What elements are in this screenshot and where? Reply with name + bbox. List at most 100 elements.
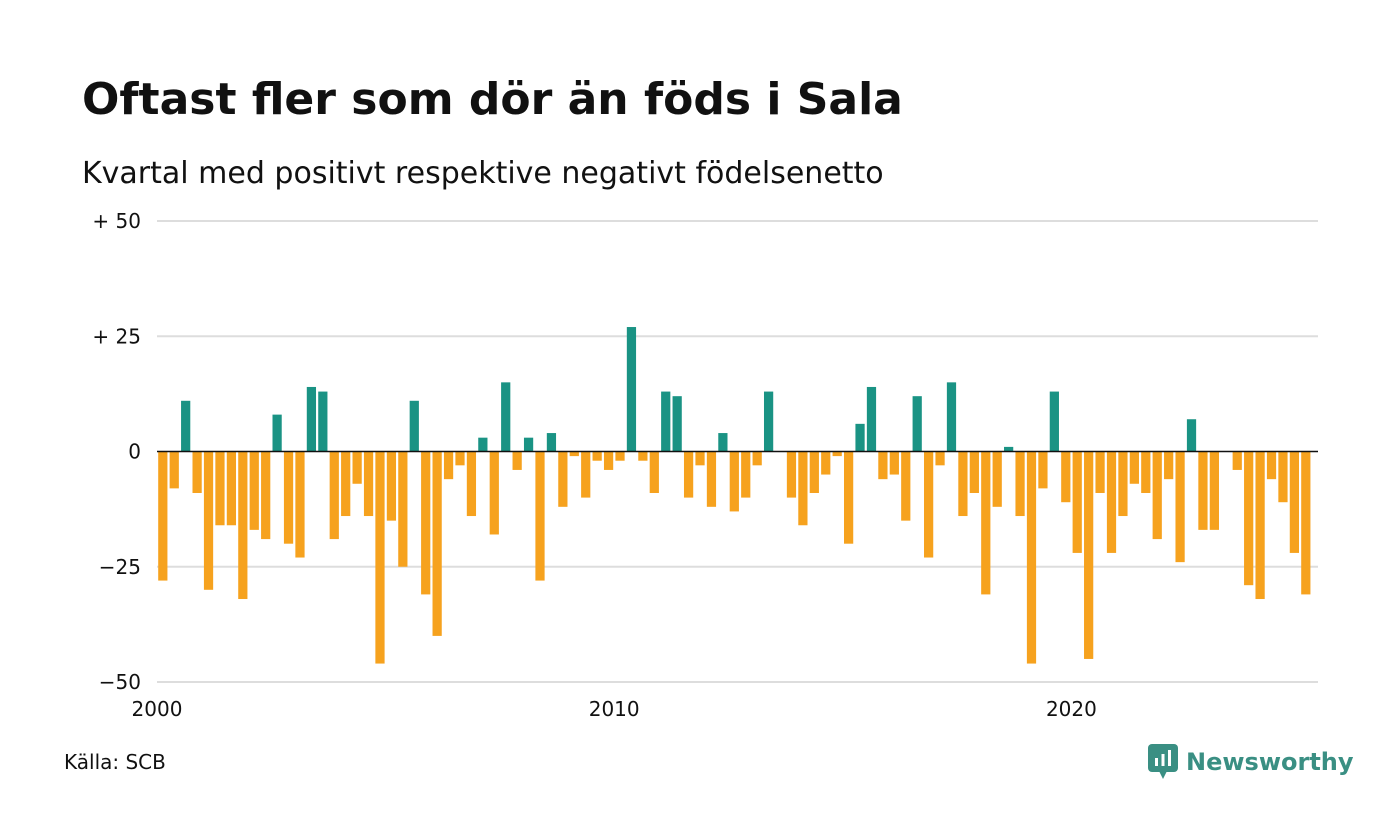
bar <box>318 391 328 452</box>
bar <box>512 451 522 470</box>
newsworthy-logo: Newsworthy <box>1148 742 1354 782</box>
bar <box>729 451 739 512</box>
bar <box>1175 451 1185 563</box>
bar <box>1004 446 1014 452</box>
bar <box>1084 451 1094 659</box>
bar <box>718 433 728 452</box>
bar <box>375 451 385 664</box>
bar <box>569 451 579 457</box>
gridlines <box>157 220 1318 683</box>
x-tick-label: 2000 <box>132 697 183 721</box>
bar <box>443 451 454 480</box>
bar <box>341 451 351 517</box>
bar <box>306 386 317 452</box>
bar <box>752 451 762 466</box>
bar <box>1152 451 1162 540</box>
bar <box>558 451 568 507</box>
bar <box>1026 451 1037 664</box>
bar <box>1015 451 1025 517</box>
bar <box>215 451 225 526</box>
bar <box>695 451 705 466</box>
bar <box>638 451 648 461</box>
bar <box>1278 451 1288 503</box>
bar <box>901 451 911 521</box>
bar <box>181 400 191 452</box>
bar <box>649 451 659 493</box>
bar <box>1198 451 1208 530</box>
bar <box>203 451 214 590</box>
bar <box>844 451 854 544</box>
bar <box>466 451 477 517</box>
bar <box>238 451 248 600</box>
brand-name: Newsworthy <box>1186 748 1354 776</box>
bar <box>924 451 934 558</box>
bar <box>592 451 602 461</box>
bar <box>821 451 831 475</box>
bar <box>295 451 305 558</box>
bar <box>615 451 625 461</box>
y-tick-label: + 50 <box>92 209 141 233</box>
bar <box>501 382 511 452</box>
bar <box>1244 451 1254 586</box>
bar <box>363 451 374 517</box>
bar <box>661 391 671 452</box>
bar <box>523 437 534 452</box>
y-tick-label: −50 <box>99 670 141 694</box>
bar <box>192 451 202 493</box>
bar <box>546 433 557 452</box>
bar <box>1255 451 1265 600</box>
bar <box>1049 391 1059 452</box>
bar <box>478 437 488 452</box>
bar <box>1164 451 1174 480</box>
y-axis-tick-labels: + 50 + 25 0 −25 −50 <box>92 209 141 694</box>
bar <box>878 451 888 480</box>
bar <box>1061 451 1071 503</box>
bar <box>741 451 751 498</box>
bar <box>969 451 979 493</box>
bar <box>1118 451 1128 517</box>
bar <box>786 451 797 498</box>
bar <box>489 451 499 535</box>
bar <box>958 451 968 517</box>
y-tick-label: 0 <box>128 440 141 464</box>
bar <box>169 451 179 489</box>
bar <box>1186 419 1197 452</box>
bar <box>226 451 237 526</box>
x-axis-tick-labels: 2000 2010 2020 <box>132 697 1097 721</box>
bar <box>386 451 397 521</box>
bar <box>866 386 877 452</box>
bar <box>1141 451 1151 493</box>
y-tick-label: + 25 <box>92 324 141 348</box>
bar <box>455 451 465 466</box>
bar <box>992 451 1002 507</box>
bar <box>1301 451 1311 595</box>
chart-subtitle: Kvartal med positivt respektive negativt… <box>82 156 884 191</box>
bar <box>683 451 694 498</box>
bar <box>809 451 819 493</box>
bar <box>798 451 808 526</box>
bar <box>352 451 362 484</box>
x-tick-label: 2020 <box>1046 697 1097 721</box>
bar <box>946 382 957 452</box>
y-tick-label: −25 <box>99 555 141 579</box>
bar <box>935 451 945 466</box>
bar <box>261 451 271 540</box>
bar <box>603 451 614 470</box>
bar <box>272 414 282 452</box>
bar <box>1232 451 1242 470</box>
bar <box>912 396 922 452</box>
source-note: Källa: SCB <box>64 750 166 774</box>
bar <box>329 451 339 540</box>
bar <box>981 451 991 595</box>
bar <box>581 451 591 498</box>
newsworthy-logo-icon <box>1148 744 1178 779</box>
bar <box>158 451 168 581</box>
bar <box>1129 451 1139 484</box>
bar <box>1266 451 1277 480</box>
bar <box>1106 451 1117 553</box>
x-tick-label: 2010 <box>589 697 640 721</box>
bar <box>398 451 408 567</box>
bar <box>409 400 419 452</box>
bar <box>855 423 865 452</box>
